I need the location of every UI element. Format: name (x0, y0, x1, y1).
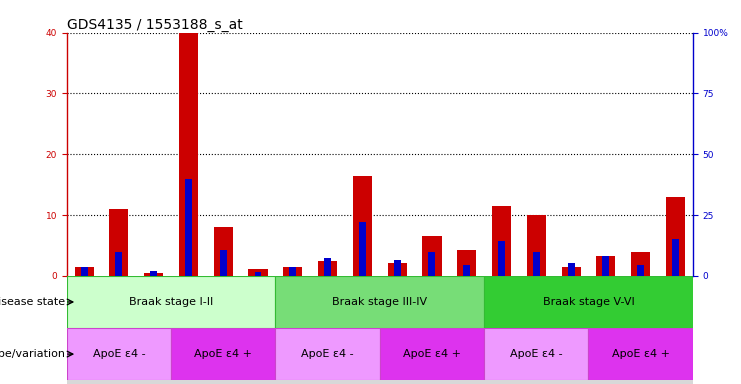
Bar (116, 252, 122, 276)
Bar (359, 222, 366, 276)
Bar (631, 252, 650, 276)
Bar (388, 263, 407, 276)
Bar (276, 328, 379, 380)
Text: Braak stage I-II: Braak stage I-II (129, 297, 213, 307)
Bar (484, 276, 693, 328)
Bar (67, 276, 693, 384)
Bar (255, 272, 262, 276)
Text: ApoE ε4 +: ApoE ε4 + (611, 349, 670, 359)
Bar (75, 267, 93, 276)
Bar (353, 175, 372, 276)
Bar (179, 33, 198, 276)
Bar (527, 215, 546, 276)
Text: ApoE ε4 -: ApoE ε4 - (93, 349, 145, 359)
Bar (67, 328, 171, 380)
Bar (666, 197, 685, 276)
Bar (324, 258, 331, 276)
Bar (463, 265, 471, 276)
Text: genotype/variation: genotype/variation (0, 349, 65, 359)
Text: disease state: disease state (0, 297, 65, 307)
Text: GDS4135 / 1553188_s_at: GDS4135 / 1553188_s_at (67, 18, 242, 31)
Text: Braak stage III-IV: Braak stage III-IV (332, 297, 428, 307)
Bar (276, 276, 484, 328)
Bar (185, 179, 192, 276)
Bar (498, 241, 505, 276)
Bar (150, 271, 157, 276)
Bar (318, 261, 337, 276)
Bar (484, 328, 588, 380)
Bar (637, 265, 644, 276)
Text: Braak stage V-VI: Braak stage V-VI (542, 297, 634, 307)
Bar (248, 268, 268, 276)
Bar (422, 237, 442, 276)
Bar (568, 263, 574, 276)
Bar (67, 276, 276, 328)
Text: ApoE ε4 +: ApoE ε4 + (194, 349, 252, 359)
Bar (428, 252, 436, 276)
Text: ApoE ε4 -: ApoE ε4 - (302, 349, 354, 359)
Bar (213, 227, 233, 276)
Text: ApoE ε4 +: ApoE ε4 + (403, 349, 461, 359)
Bar (289, 267, 296, 276)
Bar (588, 328, 693, 380)
Bar (81, 267, 87, 276)
Bar (457, 250, 476, 276)
Bar (110, 209, 128, 276)
Bar (393, 260, 401, 276)
Bar (672, 239, 679, 276)
Bar (533, 252, 539, 276)
Bar (144, 273, 163, 276)
Bar (220, 250, 227, 276)
Bar (171, 328, 276, 380)
Bar (562, 267, 581, 276)
Bar (492, 206, 511, 276)
Text: ApoE ε4 -: ApoE ε4 - (510, 349, 562, 359)
Bar (283, 267, 302, 276)
Bar (602, 257, 609, 276)
Bar (379, 328, 484, 380)
Bar (597, 257, 616, 276)
